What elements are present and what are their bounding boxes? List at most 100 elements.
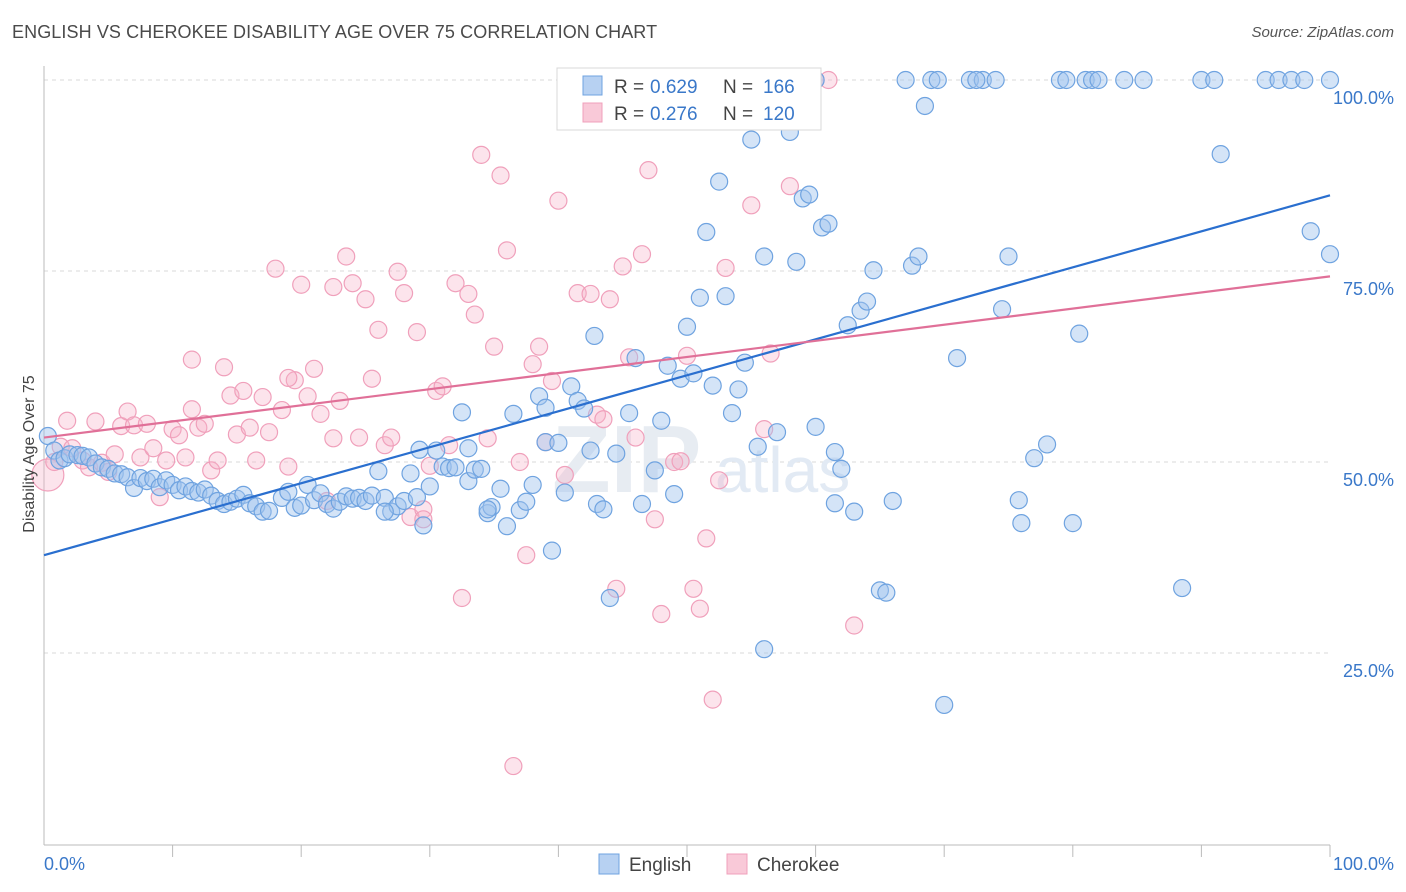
cherokee-point [459, 284, 478, 304]
cherokee-point [343, 274, 362, 293]
english-point [1025, 449, 1044, 468]
english-point [465, 460, 484, 479]
english-point [607, 444, 626, 463]
cherokee-point [324, 429, 343, 448]
english-point [960, 70, 980, 90]
english-point [118, 468, 137, 487]
english-point [594, 500, 613, 519]
watermark-zip: ZIP [552, 406, 701, 513]
cherokee-point [279, 368, 298, 388]
english-point [825, 442, 844, 462]
english-point [710, 172, 729, 191]
english-point [902, 256, 922, 275]
cherokee-point [485, 337, 504, 356]
cherokee-point [742, 196, 761, 215]
cherokee-point [157, 451, 176, 470]
english-trend-line [43, 194, 1331, 557]
english-point [1082, 70, 1102, 90]
watermark-atlas: atlas [715, 434, 850, 506]
cherokee-point [375, 436, 394, 455]
english-point [896, 70, 915, 90]
english-point [1037, 435, 1057, 454]
english-point [742, 130, 761, 149]
cherokee-point [600, 290, 619, 309]
english-point [369, 462, 388, 481]
english-point [1192, 70, 1211, 90]
english-legend-swatch [582, 75, 603, 96]
english-point [716, 287, 735, 306]
english-point [992, 300, 1012, 319]
cherokee-point [298, 387, 317, 406]
chart-title: ENGLISH VS CHEROKEE DISABILITY AGE OVER … [12, 22, 658, 42]
english-point [497, 517, 517, 536]
cherokee-point [234, 381, 253, 401]
cherokee-point [349, 428, 369, 447]
cherokee-trend-line [43, 275, 1331, 439]
cherokee-point [626, 428, 645, 447]
english-point [1076, 70, 1095, 90]
cherokee-point [497, 241, 517, 260]
cherokee-point [671, 452, 690, 471]
english-point [1256, 70, 1275, 90]
cherokee-point [214, 358, 234, 377]
cherokee-point [710, 471, 729, 490]
english-point [973, 70, 992, 90]
legend-cherokee-swatch [726, 853, 748, 875]
english-point [600, 588, 619, 608]
english-point [748, 437, 767, 456]
cherokee-point [491, 166, 510, 185]
y-tick-label-75: 75.0% [1343, 279, 1394, 299]
cherokee-r-label: R = [614, 104, 644, 125]
english-point [1320, 245, 1340, 264]
english-point [472, 459, 491, 478]
english-point [446, 458, 465, 477]
cherokee-point [690, 599, 709, 618]
cherokee-point [523, 355, 542, 374]
english-n-value: 166 [763, 77, 795, 98]
cherokee-point [504, 756, 523, 776]
english-point [999, 247, 1018, 266]
cherokee-point [247, 451, 266, 470]
cherokee-point [414, 510, 433, 529]
english-point [45, 441, 64, 460]
english-point [1320, 70, 1340, 90]
english-point [253, 502, 272, 521]
cherokee-point [510, 452, 529, 472]
cherokee-point [202, 461, 221, 480]
cherokee-point [240, 418, 259, 437]
x-tick-label-min: 0.0% [44, 854, 85, 874]
legend-english-label: English [629, 855, 691, 876]
english-point [530, 387, 549, 406]
axes [43, 66, 1331, 857]
english-point [620, 404, 639, 423]
english-point [1134, 70, 1153, 90]
english-point [1301, 222, 1320, 241]
cherokee-point [697, 529, 716, 548]
english-point [1115, 70, 1134, 90]
cherokee-point [620, 348, 639, 367]
english-point [459, 472, 478, 491]
english-point [375, 502, 394, 521]
english-point [1012, 514, 1031, 533]
english-point [645, 461, 664, 480]
cherokee-point [382, 428, 401, 447]
english-point [420, 477, 439, 496]
english-point [755, 640, 774, 659]
english-point [690, 288, 709, 307]
cherokee-point [31, 458, 65, 492]
cherokee-point [645, 510, 664, 529]
cherokee-point [324, 277, 343, 297]
english-point [536, 433, 555, 452]
y-axis-title: Disability Age Over 75 [21, 375, 38, 533]
y-tick-label-50: 50.0% [1343, 470, 1394, 490]
cherokee-point [607, 579, 626, 598]
english-point [1269, 70, 1288, 90]
cherokee-point [555, 465, 574, 485]
cherokee-point [337, 247, 356, 266]
x-tick-label-max: 100.0% [1333, 854, 1394, 874]
english-point [787, 252, 806, 271]
cherokee-point [639, 161, 658, 180]
cherokee-point [266, 259, 285, 278]
cherokee-point [394, 284, 414, 303]
